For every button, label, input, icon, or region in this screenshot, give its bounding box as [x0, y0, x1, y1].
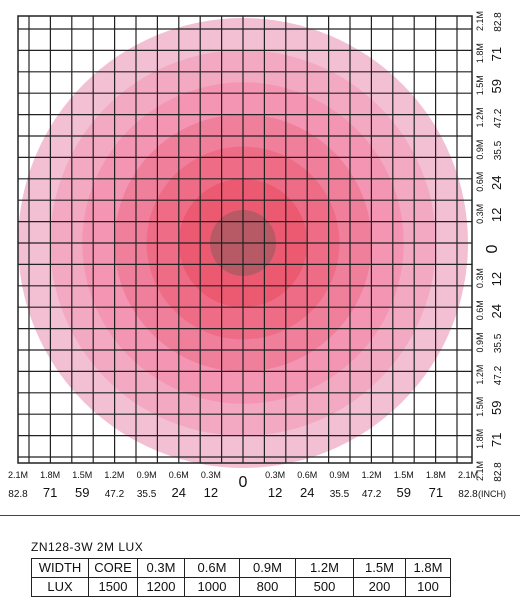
- header-cell: 0.6M: [184, 558, 240, 578]
- axis-tick-label: 2.1M: [475, 11, 485, 31]
- axis-tick-label: 1.2M: [475, 107, 485, 127]
- axis-tick-label: 0.3M: [475, 268, 485, 288]
- axis-tick-label: 0.3M: [265, 470, 285, 480]
- grid-lines: [17, 15, 473, 464]
- center-zero-label: 0: [484, 244, 501, 253]
- table-title: ZN128-3W 2M LUX: [31, 540, 144, 554]
- axis-tick-label: 47.2: [493, 108, 504, 128]
- axis-tick-label: 2.1M: [458, 470, 478, 480]
- header-cell: 0.3M: [137, 558, 185, 578]
- axis-tick-label: 12: [489, 272, 504, 286]
- value-cell: 1000: [184, 577, 240, 597]
- axis-tick-label: 1.2M: [104, 470, 124, 480]
- lux-table: WIDTH CORE 0.3M 0.6M 0.9M 1.2M 1.5M 1.8M…: [31, 558, 451, 597]
- axis-tick-label: 0.6M: [169, 470, 189, 480]
- header-cell: CORE: [88, 558, 138, 578]
- value-cell: 1500: [88, 577, 138, 597]
- axis-tick-label: 59: [396, 485, 410, 500]
- axis-tick-label: 0.9M: [475, 332, 485, 352]
- axis-tick-label: 1.5M: [72, 470, 92, 480]
- axis-tick-label: 82.8: [493, 12, 504, 32]
- table-value-row: LUX 1500 1200 1000 800 500 200 100: [31, 577, 451, 597]
- axis-tick-label: 1.8M: [426, 470, 446, 480]
- axis-tick-label: 1.8M: [475, 43, 485, 63]
- axis-tick-label: 12: [268, 485, 282, 500]
- axis-tick-label: 35.5: [493, 140, 504, 160]
- axis-tick-label: 82.8: [458, 489, 478, 500]
- axis-tick-label: 1.2M: [362, 470, 382, 480]
- axis-tick-label: 0.3M: [201, 470, 221, 480]
- axis-tick-label: 1.8M: [40, 470, 60, 480]
- axis-tick-label: 59: [489, 79, 504, 93]
- axis-tick-label: 2.1M: [475, 461, 485, 481]
- axis-tick-label: 71: [489, 47, 504, 61]
- axis-tick-label: 24: [489, 175, 504, 189]
- header-cell: 1.8M: [405, 558, 451, 578]
- table-header-row: WIDTH CORE 0.3M 0.6M 0.9M 1.2M 1.5M 1.8M: [31, 558, 451, 578]
- axis-tick-label: 35.5: [330, 489, 350, 500]
- axis-tick-label: 0.3M: [475, 204, 485, 224]
- axis-tick-label: 2.1M: [8, 470, 28, 480]
- axis-tick-label: 71: [43, 485, 57, 500]
- axis-labels: 0 0.3M 12 0.3M 12 0.6M 24 0.6M 24 0.9M 35.5 0.9M 35.…: [8, 11, 506, 500]
- unit-label: (INCH): [478, 489, 506, 499]
- axis-tick-label: 82.8: [8, 489, 28, 500]
- value-cell: 1200: [137, 577, 185, 597]
- axis-tick-label: 24: [171, 485, 185, 500]
- axis-tick-label: 0.9M: [137, 470, 157, 480]
- header-cell: 1.5M: [353, 558, 406, 578]
- axis-tick-label: 12: [489, 208, 504, 222]
- axis-tick-label: 71: [489, 433, 504, 447]
- axis-tick-label: 1.2M: [475, 365, 485, 385]
- axis-tick-label: 24: [300, 485, 314, 500]
- header-cell: WIDTH: [31, 558, 89, 578]
- axis-tick-label: 1.5M: [475, 397, 485, 417]
- axis-tick-label: 0.9M: [475, 140, 485, 160]
- axis-tick-label: 47.2: [362, 489, 382, 500]
- axis-tick-label: 47.2: [493, 365, 504, 385]
- axis-tick-label: 71: [429, 485, 443, 500]
- value-cell: 100: [405, 577, 451, 597]
- axis-tick-label: 0.9M: [329, 470, 349, 480]
- axis-tick-label: 1.5M: [475, 75, 485, 95]
- beam-diagram: 0 0.3M 12 0.3M 12 0.6M 24 0.6M 24 0.9M 35.5 0.9M 35.…: [8, 11, 506, 500]
- axis-tick-label: 24: [489, 304, 504, 318]
- divider-line: [0, 515, 520, 516]
- value-cell: LUX: [31, 577, 89, 597]
- axis-tick-label: 47.2: [105, 489, 125, 500]
- value-cell: 500: [295, 577, 354, 597]
- axis-tick-label: 59: [489, 400, 504, 414]
- value-cell: 200: [353, 577, 406, 597]
- axis-tick-label: 12: [204, 485, 218, 500]
- header-cell: 0.9M: [239, 558, 296, 578]
- header-cell: 1.2M: [295, 558, 354, 578]
- axis-tick-label: 59: [75, 485, 89, 500]
- axis-tick-label: 1.5M: [394, 470, 414, 480]
- value-cell: 800: [239, 577, 296, 597]
- axis-tick-label: 35.5: [493, 333, 504, 353]
- axis-tick-label: 0.6M: [297, 470, 317, 480]
- grid-border: [17, 15, 473, 464]
- axis-tick-label: 0.6M: [475, 300, 485, 320]
- axis-tick-label: 35.5: [137, 489, 157, 500]
- center-zero-label: 0: [239, 474, 248, 491]
- axis-tick-label: 0.6M: [475, 172, 485, 192]
- axis-tick-label: 82.8: [493, 462, 504, 482]
- axis-tick-label: 1.8M: [475, 429, 485, 449]
